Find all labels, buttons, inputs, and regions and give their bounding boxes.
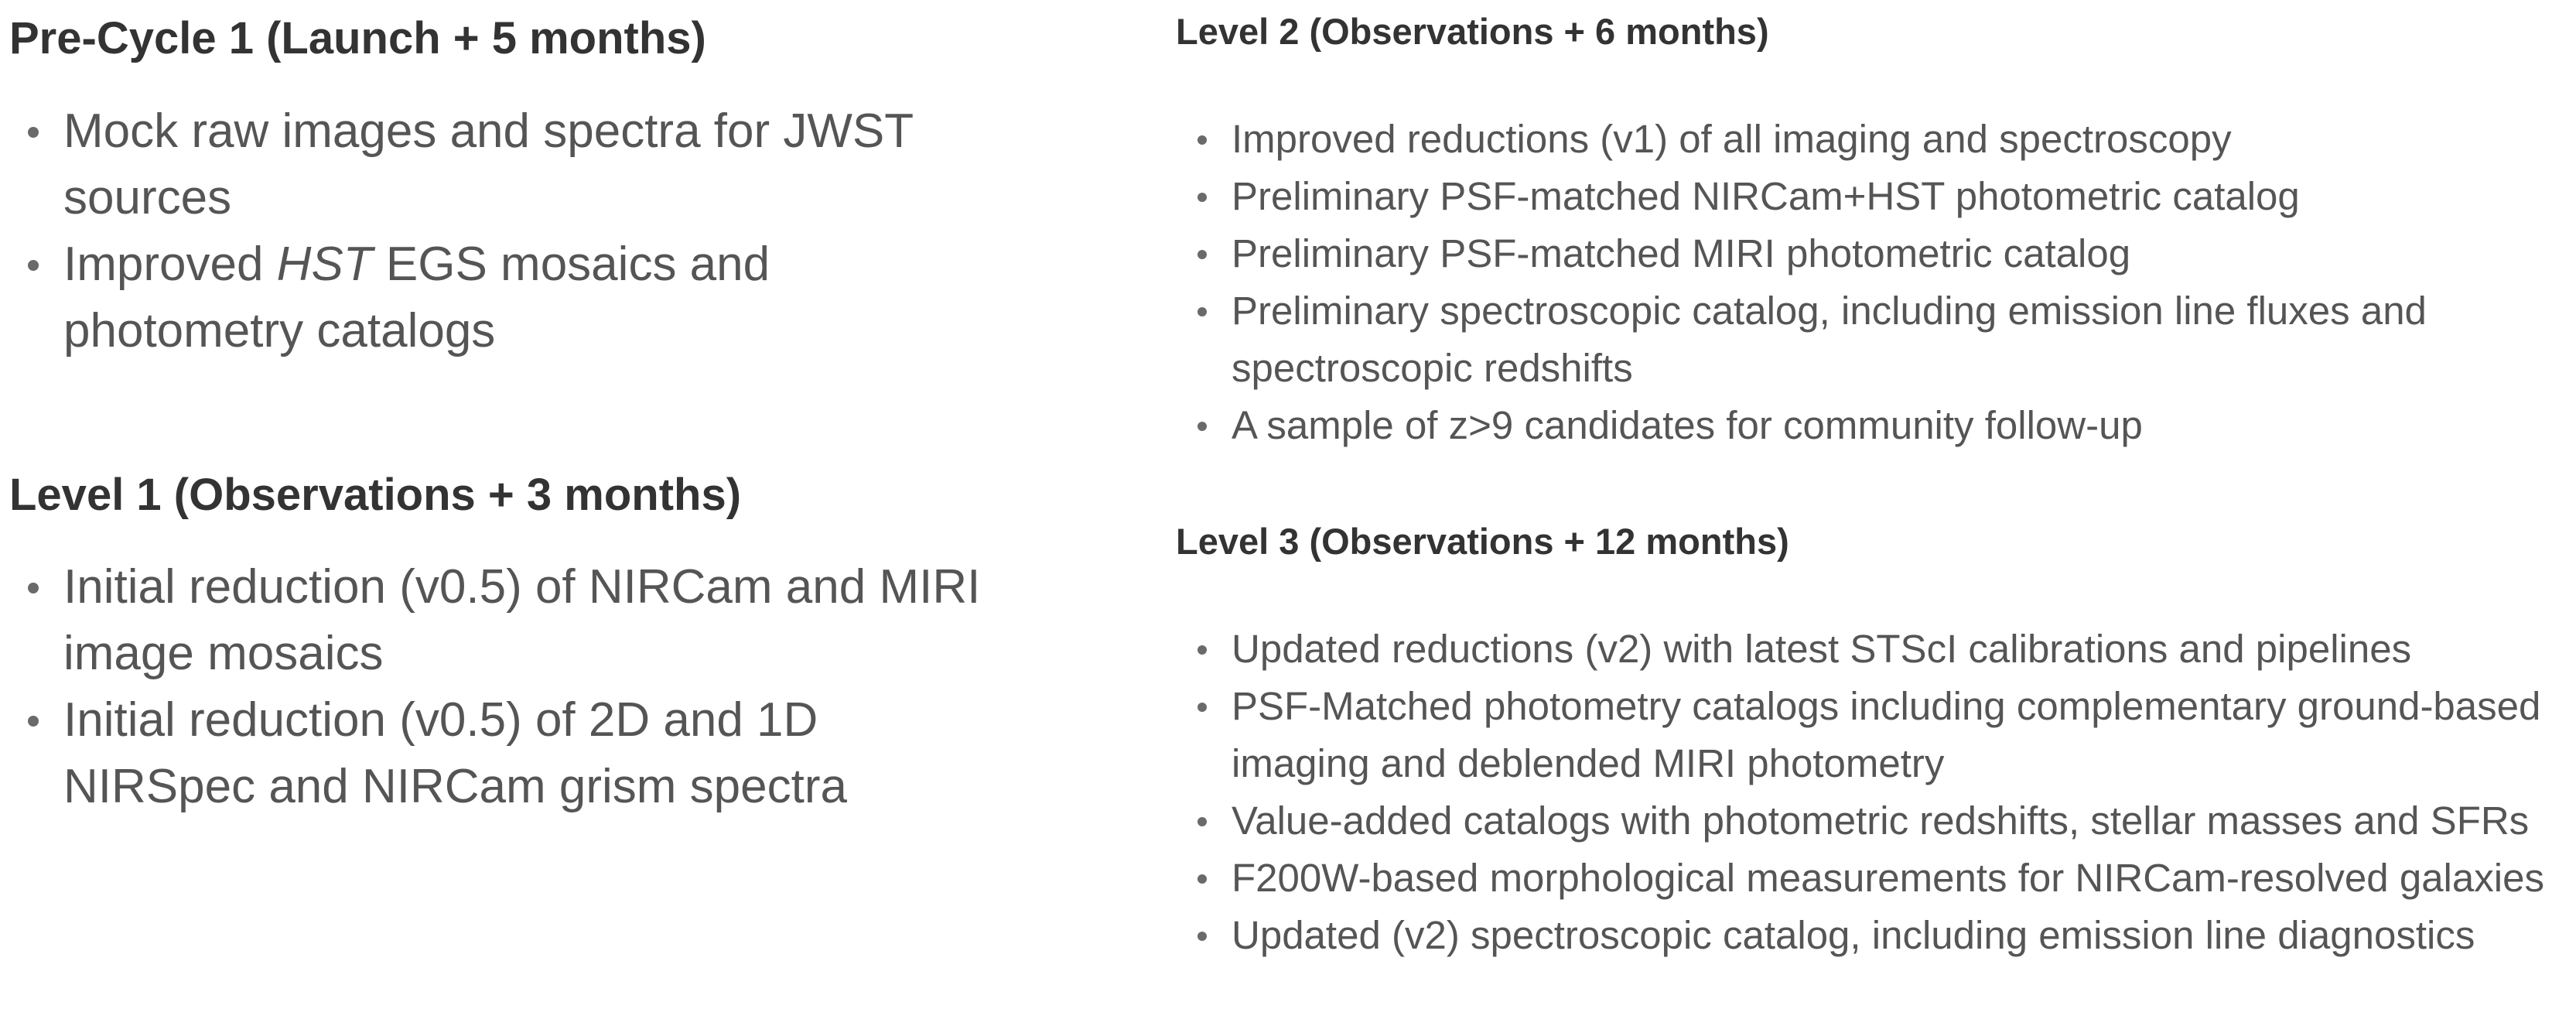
list-item: Initial reduction (v0.5) of NIRCam and M… (9, 554, 1023, 687)
list-item: Preliminary PSF-matched MIRI photometric… (1176, 225, 2576, 282)
section-level-2: Level 2 (Observations + 6 months) Improv… (1176, 9, 2576, 454)
deliverables-list: Improved reductions (v1) of all imaging … (1176, 111, 2576, 454)
section-heading: Pre-Cycle 1 (Launch + 5 months) (9, 13, 706, 63)
deliverables-list: Initial reduction (v0.5) of NIRCam and M… (9, 554, 1023, 820)
list-item: F200W-based morphological measurements f… (1176, 850, 2576, 907)
list-item: Value-added catalogs with photometric re… (1176, 792, 2576, 850)
section-pre-cycle-1: Pre-Cycle 1 (Launch + 5 months) Mock raw… (9, 11, 1023, 364)
list-item: Preliminary spectroscopic catalog, inclu… (1176, 282, 2576, 397)
item-text-emphasis: HST (276, 238, 373, 291)
list-item: Preliminary PSF-matched NIRCam+HST photo… (1176, 168, 2576, 225)
item-text-end: EGS mosaics and photometry catalogs (63, 238, 770, 357)
section-level-1: Level 1 (Observations + 3 months) Initia… (9, 467, 1023, 820)
section-level-3: Level 3 (Observations + 12 months) Updat… (1176, 518, 2576, 964)
list-item: Updated (v2) spectroscopic catalog, incl… (1176, 907, 2576, 964)
list-item: Updated reductions (v2) with latest STSc… (1176, 621, 2576, 678)
list-item: Initial reduction (v0.5) of 2D and 1D NI… (9, 687, 1023, 820)
list-item: Improved reductions (v1) of all imaging … (1176, 111, 2576, 168)
list-item: Mock raw images and spectra for JWST sou… (9, 98, 1023, 231)
list-item: PSF-Matched photometry catalogs includin… (1176, 678, 2576, 792)
section-heading: Level 1 (Observations + 3 months) (9, 470, 742, 520)
section-heading: Level 3 (Observations + 12 months) (1176, 521, 1789, 562)
deliverables-list: Updated reductions (v2) with latest STSc… (1176, 621, 2576, 964)
list-item: A sample of z>9 candidates for community… (1176, 397, 2576, 454)
section-heading: Level 2 (Observations + 6 months) (1176, 11, 1769, 52)
item-text-start: Improved (63, 238, 277, 291)
deliverables-list: Mock raw images and spectra for JWST sou… (9, 98, 1023, 364)
list-item: Improved HST EGS mosaics and photometry … (9, 231, 1023, 364)
